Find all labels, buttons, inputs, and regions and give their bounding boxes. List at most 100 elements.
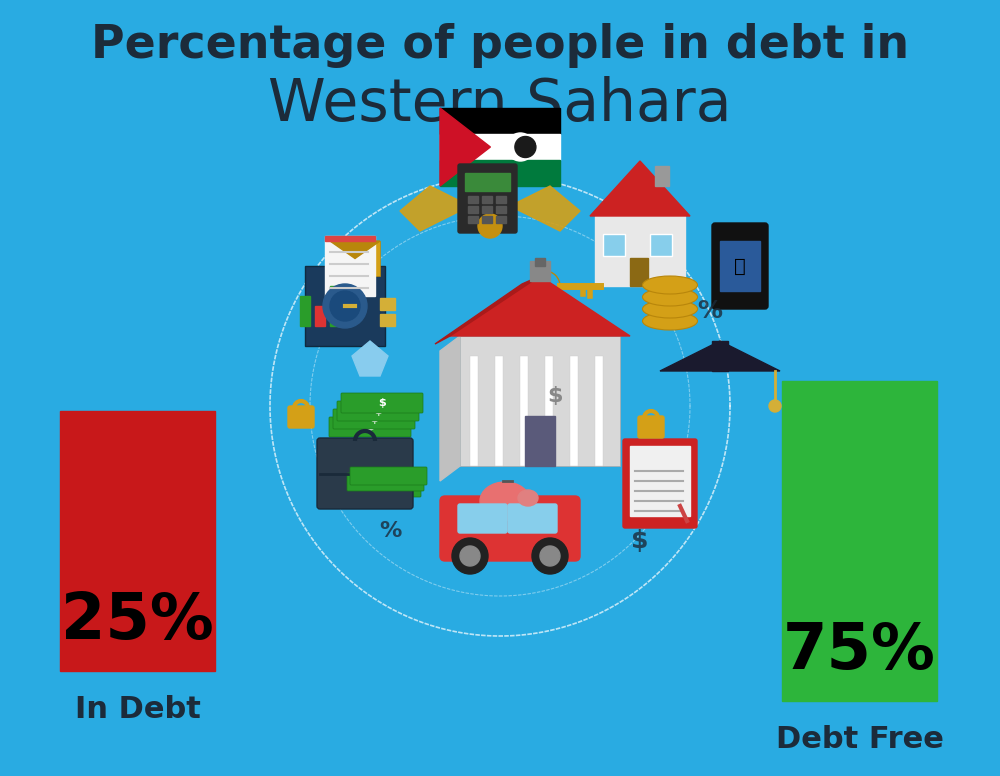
Bar	[468, 196, 478, 203]
FancyBboxPatch shape	[508, 504, 557, 533]
Bar	[460, 336, 620, 466]
Bar	[603, 234, 625, 256]
Polygon shape	[590, 161, 690, 216]
Ellipse shape	[642, 276, 698, 294]
FancyBboxPatch shape	[288, 406, 314, 428]
Bar	[380, 314, 395, 326]
Bar	[482, 206, 492, 213]
Bar	[468, 206, 478, 213]
Circle shape	[769, 400, 781, 412]
FancyBboxPatch shape	[623, 439, 697, 528]
Bar	[630, 258, 648, 286]
FancyBboxPatch shape	[347, 473, 424, 491]
Text: $: $	[378, 398, 386, 408]
FancyBboxPatch shape	[344, 479, 421, 497]
Bar	[440, 134, 560, 160]
Ellipse shape	[642, 312, 698, 330]
Polygon shape	[510, 186, 580, 231]
Bar	[720, 241, 760, 291]
Circle shape	[532, 538, 568, 574]
FancyBboxPatch shape	[350, 467, 427, 485]
Bar	[482, 216, 492, 223]
Bar	[595, 355, 603, 466]
Text: Percentage of people in debt in: Percentage of people in debt in	[91, 23, 909, 68]
Bar	[655, 166, 669, 186]
Bar	[330, 241, 380, 276]
Bar	[60, 411, 215, 671]
Bar	[440, 108, 560, 134]
Bar	[325, 236, 375, 241]
Ellipse shape	[480, 482, 530, 520]
Bar	[650, 234, 672, 256]
Ellipse shape	[518, 490, 538, 506]
Circle shape	[540, 546, 560, 566]
Text: Debt Free: Debt Free	[776, 725, 943, 753]
Text: $: $	[631, 529, 649, 553]
Ellipse shape	[642, 300, 698, 318]
Polygon shape	[660, 341, 780, 371]
Text: In Debt: In Debt	[75, 695, 200, 723]
Polygon shape	[400, 186, 470, 231]
Circle shape	[452, 538, 488, 574]
Bar	[535, 258, 545, 266]
Circle shape	[515, 137, 536, 158]
Text: 🏦: 🏦	[734, 257, 746, 275]
Bar	[545, 355, 553, 466]
Bar	[782, 381, 937, 701]
Circle shape	[478, 214, 502, 238]
Text: %: %	[379, 521, 401, 541]
FancyBboxPatch shape	[638, 416, 664, 438]
Text: $: $	[547, 386, 563, 406]
Bar	[570, 355, 578, 466]
Bar	[496, 216, 506, 223]
Bar	[470, 355, 478, 466]
Ellipse shape	[642, 288, 698, 306]
Bar	[465, 173, 510, 191]
Polygon shape	[440, 336, 460, 481]
FancyBboxPatch shape	[317, 438, 413, 509]
Bar	[712, 341, 728, 371]
Bar	[315, 306, 325, 326]
FancyBboxPatch shape	[458, 504, 507, 533]
Bar	[482, 196, 492, 203]
Polygon shape	[450, 276, 630, 336]
Bar	[520, 355, 528, 466]
Text: 75%: 75%	[783, 620, 936, 682]
Polygon shape	[330, 241, 380, 258]
Polygon shape	[435, 276, 540, 344]
FancyBboxPatch shape	[458, 164, 517, 233]
FancyBboxPatch shape	[712, 223, 768, 309]
Circle shape	[323, 284, 367, 328]
Bar	[380, 298, 395, 310]
Circle shape	[460, 546, 480, 566]
Bar	[595, 216, 685, 286]
FancyBboxPatch shape	[440, 496, 580, 561]
Bar	[496, 206, 506, 213]
Bar	[630, 446, 690, 516]
Bar	[496, 196, 506, 203]
Polygon shape	[440, 108, 490, 186]
FancyBboxPatch shape	[333, 409, 415, 429]
Bar	[525, 416, 555, 466]
Bar	[330, 286, 340, 326]
Circle shape	[330, 291, 360, 321]
Bar	[325, 236, 375, 296]
FancyBboxPatch shape	[337, 401, 419, 421]
Text: Western Sahara: Western Sahara	[268, 75, 732, 133]
Text: 25%: 25%	[61, 590, 214, 652]
Bar	[495, 355, 503, 466]
FancyBboxPatch shape	[341, 393, 423, 413]
Circle shape	[506, 133, 534, 161]
Text: %: %	[698, 299, 722, 323]
Bar	[468, 216, 478, 223]
Text: $: $	[374, 406, 382, 416]
FancyBboxPatch shape	[329, 417, 411, 437]
Bar	[530, 261, 550, 281]
Polygon shape	[352, 341, 388, 376]
Bar	[355, 469, 375, 479]
Text: $: $	[370, 414, 378, 424]
Bar	[300, 296, 310, 326]
Bar	[440, 160, 560, 186]
Bar	[305, 266, 385, 346]
Text: $: $	[366, 422, 374, 432]
